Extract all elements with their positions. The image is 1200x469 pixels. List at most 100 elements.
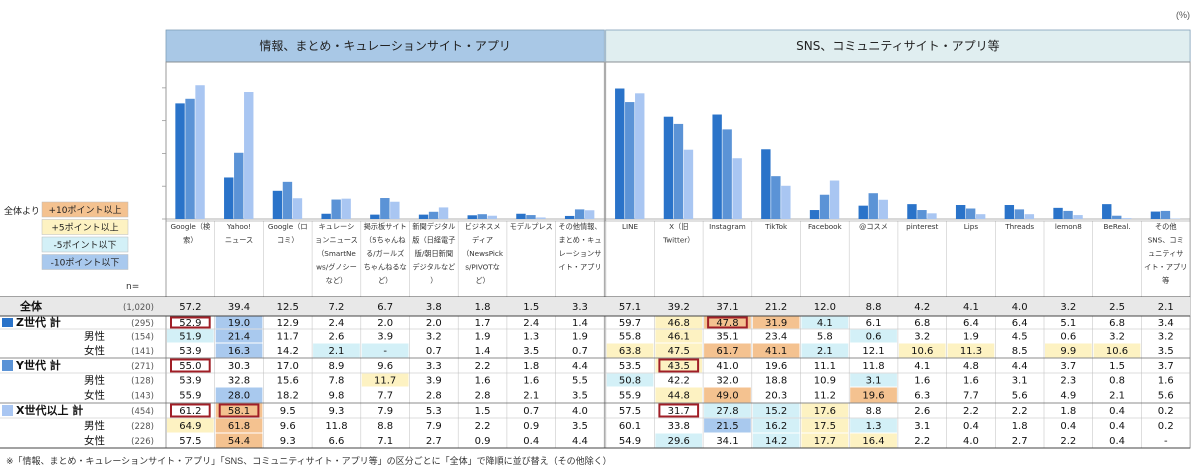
cell-value-9-12: 14.2 [765,436,787,447]
column-label-1-line-1: ニュース [225,236,253,245]
cell-value-6-17: 5.6 [1012,391,1028,402]
bar-x-18 [1073,215,1083,219]
bar-x-17 [1024,214,1035,219]
cell-value-3-19: 10.6 [1106,346,1128,357]
cell-value-6-0: 55.9 [179,391,201,402]
cell-value-4-4: 9.6 [377,361,393,372]
bar-z-15 [907,204,917,219]
highlight-box-4-10 [658,358,700,373]
bar-y-15 [917,210,927,219]
bar-x-16 [975,214,986,219]
bar-z-5 [418,214,429,219]
cell-value-6-5: 2.8 [426,391,442,402]
cell-shade-3-1 [215,343,263,358]
cell-value-8-12: 16.2 [765,421,787,432]
footnote: ※「情報、まとめ・キュレーションサイト・アプリ」「SNS、コミュニティサイト・ア… [6,456,612,466]
cell-value-4-18: 3.7 [1060,361,1076,372]
cell-value-4-19: 1.5 [1109,361,1125,372]
cell-value-5-10: 42.2 [668,376,690,387]
row-label-2: 男性 [84,330,105,343]
cell-value-3-0: 53.9 [179,346,201,357]
cell-value-6-14: 19.6 [862,391,884,402]
cell-value-3-11: 61.7 [716,346,738,357]
column-label-16-line-0: Lips [964,222,979,231]
cell-value-3-3: 2.1 [328,346,344,357]
cell-shade-6-10 [655,387,703,403]
legend-swatch-3 [41,254,129,270]
bar-z-10 [663,116,674,219]
cell-value-2-2: 11.7 [277,332,299,343]
cell-value-9-13: 17.7 [814,436,836,447]
column-label-7-line-0: モデルプレス [510,222,553,231]
cell-value-2-11: 35.1 [716,332,738,343]
column-label-11-line-0: Instagram [709,222,746,231]
cell-shade-1-11 [704,316,751,329]
cell-value-1-4: 2.0 [377,318,393,329]
cell-shade-1-10 [655,316,703,329]
cell-shade-1-13 [801,316,849,329]
row-n-0: (1,020) [123,303,154,313]
cell-shade-8-14 [850,418,897,433]
cell-value-2-10: 46.1 [668,332,690,343]
cell-shade-5-9 [606,373,654,387]
cell-value-6-2: 18.2 [277,391,299,402]
column-label-3-line-4: など） [326,276,348,285]
cell-value-0-7: 1.5 [523,302,539,313]
bar-y-11 [722,129,732,219]
column-label-9-line-0: LINE [622,222,639,231]
cell-shade-6-14 [850,387,897,403]
cell-value-2-7: 1.3 [523,332,539,343]
cell-value-4-2: 17.0 [277,361,299,372]
column-label-2-line-1: コミ） [277,236,299,245]
row-label-9: 女性 [84,434,105,447]
column-label-2-line-0: Google（ロ [268,222,308,231]
highlight-box-1-11 [707,316,748,329]
column-label-3-line-2: （SmartNe [317,249,356,258]
bar-z-9 [615,88,625,220]
bar-x-13 [829,180,840,219]
bar-x-3 [341,198,351,219]
column-label-3-line-1: ョンニュース [315,236,358,245]
cell-shade-7-1 [215,403,263,418]
cell-value-8-20: 0.2 [1158,421,1174,432]
highlight-box-1-0 [170,316,211,329]
column-label-0-line-0: Google（検 [170,222,211,231]
cell-value-6-15: 6.3 [914,391,930,402]
cell-value-3-1: 16.3 [228,346,250,357]
cell-shade-3-9 [606,343,654,358]
legend-label-2: -5ポイント以下 [54,240,117,251]
cell-value-0-20: 2.1 [1158,302,1174,313]
row-label-4: Y世代 計 [15,358,61,372]
cell-value-8-19: 0.4 [1109,421,1125,432]
cell-value-5-2: 15.6 [277,376,299,387]
cell-value-5-3: 7.8 [328,376,344,387]
cell-value-9-3: 6.6 [328,436,344,447]
cell-value-9-7: 0.4 [523,436,539,447]
cell-value-7-2: 9.5 [280,406,296,417]
cell-value-8-6: 2.2 [475,421,491,432]
cell-value-1-9: 59.7 [619,318,641,329]
cell-value-9-9: 54.9 [619,436,641,447]
bar-x-6 [487,215,497,219]
cell-value-7-9: 57.5 [619,406,641,417]
column-label-14-line-0: @コスメ [859,222,888,231]
cell-value-6-3: 9.8 [328,391,344,402]
bar-z-18 [1053,207,1063,219]
cell-value-5-16: 1.6 [963,376,979,387]
cell-value-7-11: 27.8 [716,406,738,417]
cell-value-6-4: 7.7 [377,391,393,402]
cell-value-7-10: 31.7 [668,406,690,417]
cell-value-8-10: 33.8 [668,421,690,432]
cell-value-2-6: 1.9 [475,332,491,343]
bar-z-2 [272,190,283,219]
cell-value-4-0: 55.0 [179,361,201,372]
cell-value-6-12: 20.3 [765,391,787,402]
cell-value-0-0: 57.2 [179,302,201,313]
bar-x-12 [781,185,791,219]
bar-z-7 [516,213,526,219]
cell-value-7-15: 2.6 [914,406,930,417]
cell-shade-2-10 [655,329,703,343]
cell-value-5-1: 32.8 [228,376,250,387]
cell-value-2-4: 3.9 [377,332,393,343]
cell-value-0-10: 39.2 [668,302,690,313]
